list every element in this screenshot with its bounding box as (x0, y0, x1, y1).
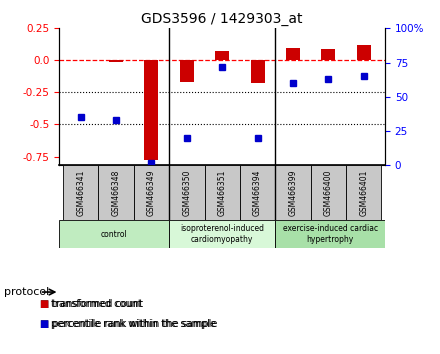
Text: protocol: protocol (4, 287, 50, 297)
Text: GSM466350: GSM466350 (182, 170, 191, 216)
Text: GSM466400: GSM466400 (324, 170, 333, 216)
Bar (169, 220, 275, 248)
Bar (169, 166, 205, 220)
Bar (205, 166, 240, 220)
Bar (215, 51, 229, 61)
Text: ■ transformed count: ■ transformed count (40, 299, 143, 309)
Bar (63, 166, 98, 220)
Bar (109, 61, 123, 62)
Bar (240, 166, 275, 220)
Title: GDS3596 / 1429303_at: GDS3596 / 1429303_at (141, 12, 303, 26)
Text: control: control (101, 230, 128, 239)
Bar (311, 166, 346, 220)
Text: GSM466348: GSM466348 (111, 170, 121, 216)
Bar (98, 166, 134, 220)
Text: ■: ■ (40, 319, 49, 329)
Text: GSM466394: GSM466394 (253, 170, 262, 216)
Bar (275, 166, 311, 220)
Text: GSM466351: GSM466351 (218, 170, 227, 216)
Bar (275, 220, 385, 248)
Bar (144, 61, 158, 160)
Text: exercise-induced cardiac
hypertrophy: exercise-induced cardiac hypertrophy (282, 224, 378, 244)
Text: percentile rank within the sample: percentile rank within the sample (51, 319, 216, 329)
Text: GSM466341: GSM466341 (76, 170, 85, 216)
Bar (134, 166, 169, 220)
Text: GSM466401: GSM466401 (359, 170, 368, 216)
Bar (59, 220, 169, 248)
Bar (250, 61, 265, 84)
Bar (357, 45, 371, 61)
Text: transformed count: transformed count (51, 299, 141, 309)
Bar (180, 61, 194, 82)
Text: ■ percentile rank within the sample: ■ percentile rank within the sample (40, 319, 217, 329)
Text: isoproterenol-induced
cardiomyopathy: isoproterenol-induced cardiomyopathy (180, 224, 264, 244)
Text: ■: ■ (40, 299, 49, 309)
Text: GSM466399: GSM466399 (289, 170, 297, 216)
Bar (321, 49, 335, 61)
Text: GSM466349: GSM466349 (147, 170, 156, 216)
Bar (346, 166, 381, 220)
Bar (286, 47, 300, 61)
